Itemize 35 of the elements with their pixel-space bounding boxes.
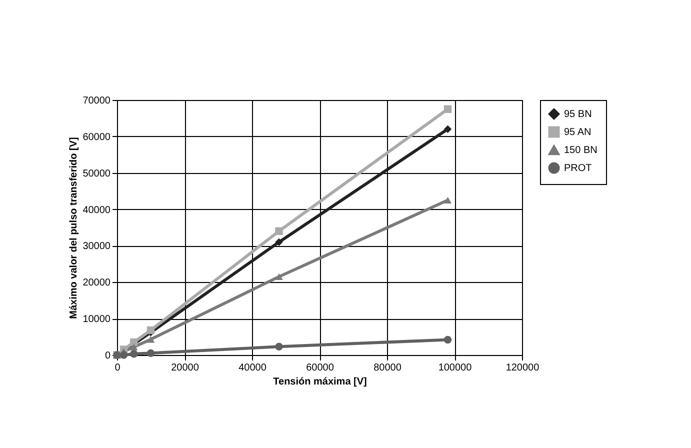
x-axis-title: Tensión máxima [V] <box>273 376 367 388</box>
point <box>146 326 155 334</box>
point <box>444 196 452 204</box>
point <box>146 336 155 343</box>
y-axis-title: Máximo valor del pulso transferido [V] <box>68 137 80 319</box>
point <box>444 105 452 113</box>
x-tick-label: 120000 <box>506 362 540 374</box>
y-tick-label: 10000 <box>82 314 111 326</box>
y-tick-label: 20000 <box>82 278 111 289</box>
y-tick-label: 70000 <box>82 96 111 106</box>
point <box>120 351 128 359</box>
legend-label: 95 AN <box>564 127 592 138</box>
point <box>275 227 283 236</box>
point <box>275 238 283 246</box>
point <box>444 125 452 134</box>
point <box>130 344 138 350</box>
x-tick-label: 80000 <box>374 362 402 374</box>
y-tick-label: 30000 <box>82 241 111 252</box>
point <box>146 349 155 358</box>
x-tick-label: 20000 <box>171 362 200 374</box>
point <box>130 350 138 358</box>
legend-label: PROT <box>564 163 592 174</box>
y-tick-label: 50000 <box>82 168 111 180</box>
point <box>444 336 452 344</box>
point <box>275 273 283 280</box>
y-tick-label: 60000 <box>82 132 111 143</box>
y-tick-label: 0 <box>104 350 111 362</box>
x-tick-label: 100000 <box>438 362 472 374</box>
x-tick-label: 0 <box>114 362 121 374</box>
x-tick-label: 40000 <box>238 362 267 374</box>
legend-label: 95 BN <box>564 109 592 120</box>
y-tick-label: 40000 <box>82 204 111 216</box>
point <box>275 342 283 350</box>
legend-label: 150 BN <box>564 145 598 156</box>
x-tick-label: 60000 <box>306 362 334 374</box>
